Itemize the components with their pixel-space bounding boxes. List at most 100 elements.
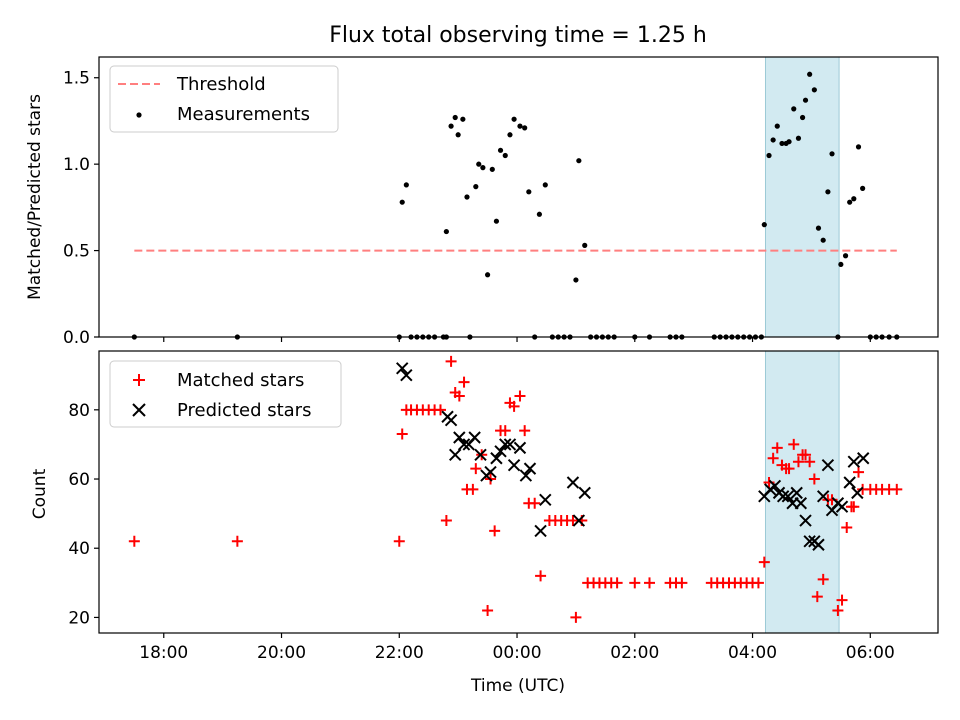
top-panel: 0.0 0.5 1.0 1.5 Matched/Predicted stars Thr… <box>25 56 939 348</box>
legend-matched-label: Matched stars <box>177 370 304 391</box>
matched-star-point <box>231 535 243 547</box>
x-tick-label: 22:00 <box>375 643 424 663</box>
matched-star-point <box>891 483 903 495</box>
y-tick-label: 1.0 <box>63 155 90 175</box>
top-y-axis-label: Matched/Predicted stars <box>25 94 45 300</box>
y-tick-label: 0.5 <box>63 242 90 262</box>
matched-star-point <box>848 501 860 513</box>
bottom-legend-box <box>109 360 342 428</box>
measurement-point <box>460 116 466 122</box>
matched-star-point <box>440 515 452 527</box>
measurement-point <box>502 152 508 159</box>
matched-star-point <box>514 390 526 402</box>
matched-star-point <box>792 456 804 468</box>
measurement-point <box>842 253 849 259</box>
matched-star-point <box>783 463 795 475</box>
x-tick-label: 02:00 <box>610 643 659 663</box>
x-axis-label: Time (UTC) <box>470 676 565 696</box>
measurement-point <box>786 139 792 145</box>
predicted-star-point <box>457 438 471 451</box>
predicted-star-point <box>499 438 512 451</box>
legend-threshold-label: Threshold <box>176 74 266 95</box>
matched-star-point <box>434 404 446 416</box>
matched-star-point <box>458 376 470 388</box>
predicted-star-point <box>816 490 830 503</box>
predicted-star-point <box>799 514 812 527</box>
measurement-point <box>507 132 513 138</box>
measurement-point <box>860 185 866 191</box>
matched-star-point <box>841 521 853 533</box>
matched-star-point <box>832 605 844 617</box>
measurement-point <box>770 137 776 143</box>
matched-star-point <box>393 535 405 547</box>
y-tick-label: 1.5 <box>63 69 90 89</box>
measurement-point <box>855 144 862 150</box>
bottom-x-ticks: 18:00 20:00 22:00 00:00 02:00 04:00 06:00 <box>139 633 895 663</box>
measurement-point <box>779 140 785 147</box>
measurement-point <box>829 151 835 157</box>
matched-star-point <box>128 535 140 547</box>
matched-star-point <box>788 438 800 450</box>
predicted-star-point <box>468 431 481 444</box>
predicted-star-point <box>572 514 586 527</box>
measurement-point <box>476 161 482 167</box>
measurement-point <box>802 97 809 103</box>
matched-star-point <box>804 456 816 468</box>
x-tick-label: 20:00 <box>257 643 306 663</box>
predicted-star-point <box>768 479 782 493</box>
measurement-point <box>815 225 822 231</box>
x-tick-label: 00:00 <box>493 643 542 663</box>
measurement-point <box>536 211 543 217</box>
predicted-star-point <box>519 469 533 482</box>
measurement-point <box>825 189 831 195</box>
matched-star-point <box>644 577 656 589</box>
top-y-ticks: 0.0 0.5 1.0 1.5 <box>63 69 99 348</box>
predicted-star-point <box>794 497 808 510</box>
measurement-point <box>573 277 579 283</box>
predicted-star-point <box>578 486 591 500</box>
measurement-point <box>799 114 806 121</box>
measurement-point <box>851 196 857 202</box>
predicted-star-point <box>503 438 517 451</box>
measurement-point <box>811 87 817 93</box>
measurement-point <box>480 165 486 171</box>
top-plot-frame <box>98 56 939 338</box>
predicted-star-point <box>790 486 803 500</box>
predicted-star-point <box>513 441 527 455</box>
measurement-point <box>838 261 844 268</box>
predicted-star-point <box>566 476 580 489</box>
matched-star-point <box>767 452 779 464</box>
legend-matched-marker <box>133 374 145 386</box>
matched-star-point <box>489 525 501 537</box>
measurement-point <box>761 222 767 228</box>
measurement-point <box>497 147 504 153</box>
matched-star-point <box>611 577 623 589</box>
measurement-point <box>522 125 528 131</box>
measurement-point <box>526 189 532 195</box>
measurement-point <box>455 132 461 138</box>
measurement-point <box>452 114 458 121</box>
predicted-star-point <box>857 452 870 465</box>
x-tick-label: 06:00 <box>846 643 895 663</box>
predicted-star-point <box>396 362 409 375</box>
predicted-star-point <box>444 413 458 427</box>
measurement-point <box>542 182 548 188</box>
matched-star-point <box>758 556 770 568</box>
matched-star-point <box>836 594 848 606</box>
measurement-point <box>807 71 813 77</box>
measurement-point <box>820 237 826 243</box>
predicted-star-point <box>534 524 547 538</box>
y-tick-label: 0.0 <box>63 328 90 348</box>
top-legend: Threshold Measurements <box>109 65 339 133</box>
matched-star-point <box>508 400 520 412</box>
top-legend-box <box>109 65 339 133</box>
y-tick-label: 80 <box>68 401 90 421</box>
matched-star-point <box>467 483 479 495</box>
x-tick-label: 04:00 <box>728 643 777 663</box>
predicted-star-point <box>539 493 552 506</box>
predicted-star-point <box>821 458 835 472</box>
predicted-star-point <box>474 448 487 462</box>
measurement-point <box>795 135 802 141</box>
matched-star-point <box>570 611 582 623</box>
bottom-y-axis-label: Count <box>30 468 50 519</box>
